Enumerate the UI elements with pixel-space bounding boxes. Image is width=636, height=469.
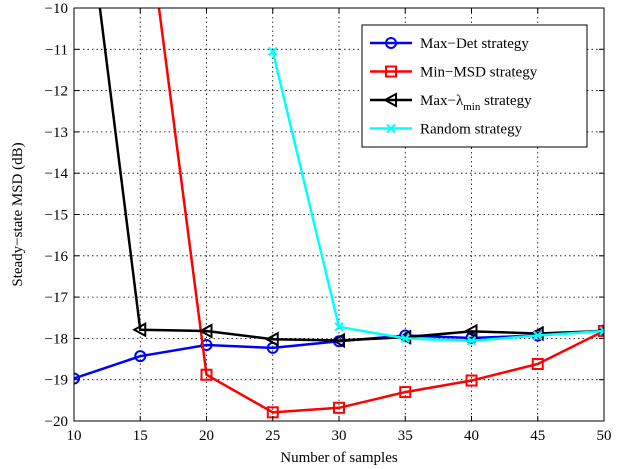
legend: Max−Det strategy Min−MSD strategy Max−λmin… [361,24,588,148]
legend-label: Max−Det strategy [420,36,529,52]
y-tick-label: −18 [45,331,68,347]
x-tick-label: 15 [133,428,148,444]
x-tick-label: 20 [199,428,214,444]
data-point [465,374,478,387]
legend-marker [386,123,396,134]
axis-ticks: 10 15 20 25 30 35 40 45 50 −20 −19 −18 −17 −16 −15 −14 −… [45,1,612,444]
legend-box [361,24,588,148]
series-line [157,8,604,414]
data-point [533,330,543,341]
data-point [330,332,345,349]
legend-item: Max−λmin strategy [370,92,532,113]
data-point [132,322,147,338]
y-tick-label: −10 [45,1,68,17]
data-point [599,326,604,336]
y-axis-label: Steady−state MSD (dB) [10,142,26,286]
legend-label: Random strategy [420,122,523,138]
y-tick-label: −12 [45,84,68,100]
x-axis-label: Number of samples [280,450,398,466]
y-tick-label: −20 [45,414,68,430]
legend-label: Min−MSD strategy [420,65,538,81]
plot-lines [74,8,604,419]
y-tick-label: −15 [45,208,68,224]
data-point [334,322,344,332]
legend-marker [382,92,397,108]
series-line [98,8,604,342]
data-point [463,323,478,340]
x-tick-label: 25 [265,428,280,444]
legend-label: Max−λmin strategy [420,93,532,113]
y-tick-label: −13 [45,125,68,141]
x-tick-label: 40 [464,428,479,444]
data-point [134,350,147,363]
data-point [399,386,412,399]
y-tick-label: −16 [45,249,69,265]
x-tick-label: 30 [332,428,347,444]
y-tick-label: −17 [45,290,69,306]
y-tick-label: −14 [45,166,69,182]
data-point [198,323,213,339]
legend-marker [385,37,397,49]
data-point [466,336,477,346]
legend-item: Random strategy [370,122,523,138]
y-tick-label: −11 [45,42,68,58]
legend-item: Max−Det strategy [370,36,529,52]
x-tick-label: 10 [67,428,82,444]
data-point [400,333,410,344]
data-point [264,331,279,347]
data-point [74,372,80,385]
legend-marker [385,65,397,78]
legend-item: Min−MSD strategy [370,65,538,81]
x-tick-label: 35 [398,428,413,444]
x-tick-label: 45 [530,428,545,444]
series-1 [157,8,604,419]
data-point [333,401,345,414]
y-tick-label: −19 [45,373,68,389]
data-point [531,358,544,371]
data-point [200,368,213,381]
x-tick-label: 50 [597,428,612,444]
series-line [271,51,604,343]
data-point [268,46,278,57]
series-3 [268,46,604,346]
